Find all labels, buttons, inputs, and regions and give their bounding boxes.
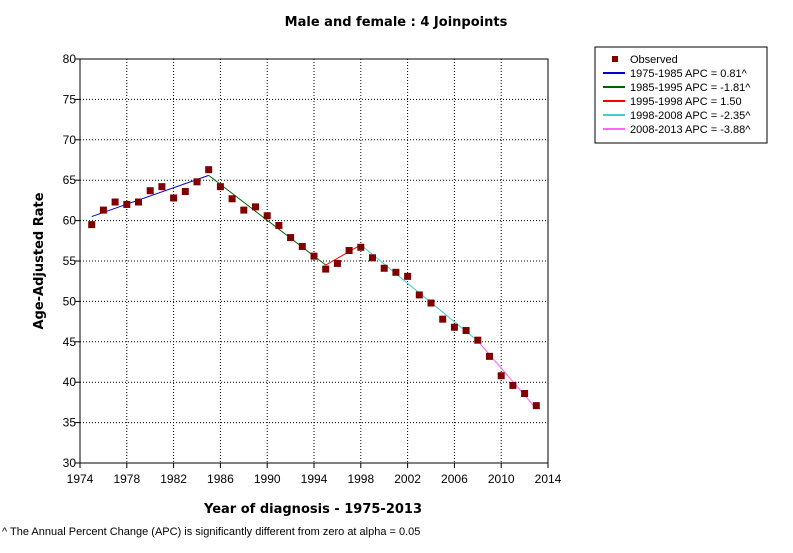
grid-lines	[80, 59, 548, 463]
y-tick-label: 75	[63, 92, 77, 106]
observed-point	[310, 252, 318, 260]
observed-point	[439, 315, 447, 323]
legend-label-observed: Observed	[630, 54, 678, 66]
legend-label: 1995-1998 APC = 1.50	[630, 96, 742, 108]
observed-point	[474, 336, 482, 344]
footnote: ^ The Annual Percent Change (APC) is sig…	[2, 526, 421, 538]
observed-point	[146, 187, 154, 195]
y-tick-label: 35	[63, 416, 77, 430]
observed-point	[88, 221, 96, 229]
x-tick-label: 2010	[488, 472, 515, 486]
trend-segment	[208, 174, 327, 266]
observed-point	[158, 183, 166, 191]
trend-segment	[91, 174, 209, 218]
y-tick-label: 80	[63, 52, 77, 66]
observed-point	[181, 188, 189, 196]
observed-point	[193, 178, 201, 186]
observed-point	[333, 259, 341, 267]
observed-point	[275, 221, 283, 229]
observed-point	[450, 323, 458, 331]
legend-label: 1998-2008 APC = -2.35^	[630, 110, 751, 122]
x-tick-label: 2006	[441, 472, 468, 486]
observed-point	[369, 254, 376, 262]
observed-point	[427, 299, 435, 307]
x-tick-label: 1990	[254, 472, 281, 486]
observed-point	[135, 198, 142, 206]
observed-point	[415, 291, 423, 299]
y-tick-label: 30	[63, 456, 77, 470]
y-tick-label: 40	[63, 375, 77, 389]
observed-point	[170, 194, 178, 202]
trend-segments	[91, 174, 537, 410]
x-tick-label: 1982	[160, 472, 187, 486]
observed-point	[252, 203, 259, 211]
observed-point	[111, 198, 119, 206]
observed-point	[287, 234, 295, 242]
y-tick-label: 65	[63, 173, 77, 187]
x-axis-title: Year of diagnosis - 1975-2013	[203, 502, 422, 517]
observed-point	[462, 326, 470, 334]
x-tick-label: 2002	[394, 472, 421, 486]
observed-point	[521, 390, 529, 398]
observed-point	[216, 183, 224, 191]
observed-point	[486, 352, 493, 360]
x-tick-label: 1978	[113, 472, 140, 486]
y-tick-label: 70	[63, 133, 77, 147]
chart-title: Male and female : 4 Joinpoints	[285, 15, 508, 30]
observed-point	[240, 206, 248, 214]
y-tick-label: 45	[63, 335, 77, 349]
legend-label: 2008-2013 APC = -3.88^	[630, 124, 751, 136]
observed-point	[497, 372, 505, 380]
observed-point	[532, 402, 540, 410]
observed-point	[263, 212, 271, 220]
observed-point	[380, 264, 388, 272]
x-axis-ticks: 1974 1978 1982 1986 1990 1994 1998 2002 2006 2010…	[67, 463, 562, 486]
y-axis-ticks: 30 35 40 45 50 55 60 65 70 75 80	[63, 52, 80, 470]
x-tick-label: 1974	[67, 472, 94, 486]
observed-point	[404, 272, 412, 280]
observed-point	[99, 206, 107, 214]
x-tick-label: 1994	[301, 472, 328, 486]
legend: Observed 1975-1985 APC = 0.81^ 1985-1995 A…	[594, 46, 768, 144]
legend-marker-observed	[612, 56, 618, 62]
trend-segment	[477, 340, 537, 410]
observed-point	[322, 265, 330, 273]
x-tick-label: 2014	[535, 472, 562, 486]
x-tick-label: 1998	[347, 472, 374, 486]
trend-segment	[325, 244, 362, 266]
observed-point	[509, 381, 517, 389]
observed-point	[392, 268, 400, 276]
x-tick-label: 1986	[207, 472, 234, 486]
observed-point	[228, 195, 236, 203]
observed-point	[123, 200, 131, 208]
y-tick-label: 60	[63, 214, 77, 228]
observed-point	[205, 166, 213, 174]
observed-points	[88, 166, 540, 410]
legend-label: 1985-1995 APC = -1.81^	[630, 82, 751, 94]
y-tick-label: 55	[63, 254, 77, 268]
observed-point	[345, 246, 353, 254]
y-axis-title: Age-Adjusted Rate	[32, 192, 47, 329]
legend-label: 1975-1985 APC = 0.81^	[630, 68, 748, 80]
observed-point	[357, 243, 365, 251]
observed-point	[298, 242, 306, 250]
y-tick-label: 50	[63, 294, 77, 308]
legend-box	[594, 46, 768, 144]
